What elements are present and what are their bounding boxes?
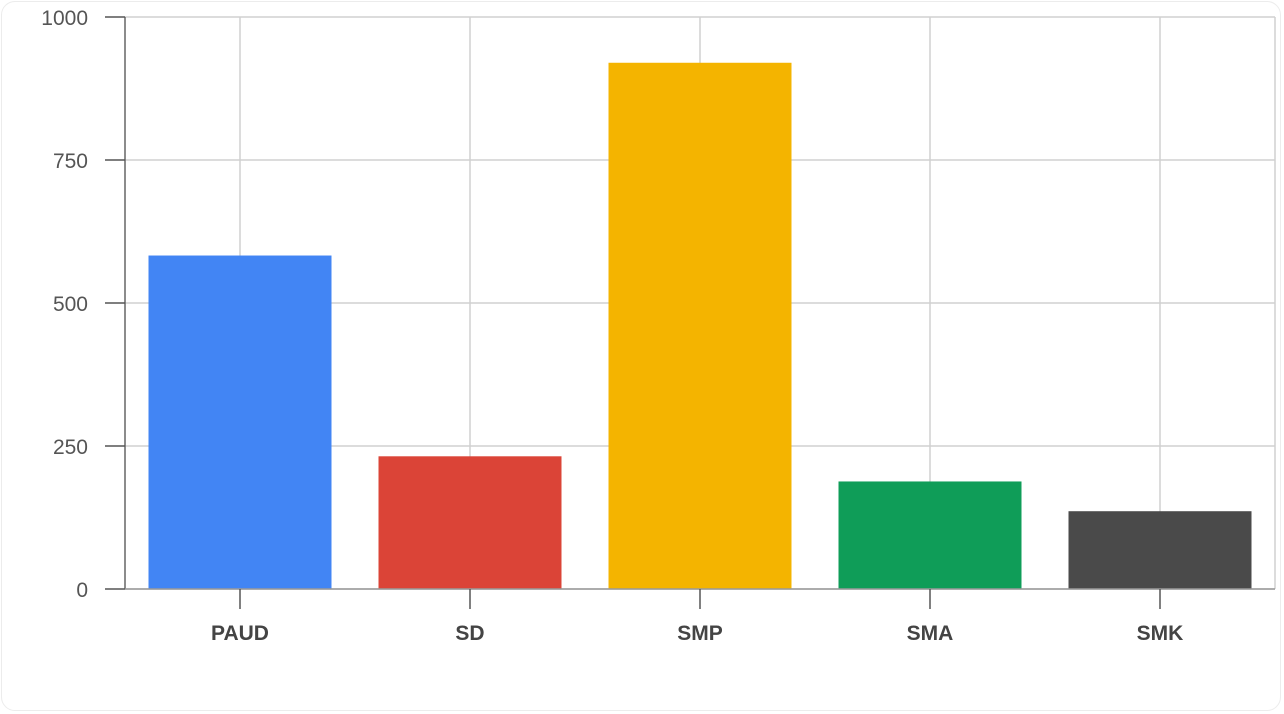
- bar-sma: [838, 481, 1022, 589]
- bar-smp: [608, 62, 792, 589]
- y-tick-label: 1000: [41, 7, 88, 30]
- x-tick-label: SMK: [1137, 622, 1184, 645]
- bars: [148, 62, 1252, 590]
- x-tick-label: SD: [455, 622, 484, 645]
- bar-sd: [378, 456, 562, 589]
- y-tick-label: 500: [53, 293, 88, 316]
- bar-paud: [148, 255, 332, 590]
- y-tick-label: 750: [53, 150, 88, 173]
- y-tick-label: 250: [53, 436, 88, 459]
- x-axis-ticks: PAUD SD SMP SMA SMK: [211, 589, 1183, 645]
- y-axis-ticks: 0 250 500 750 1000: [41, 7, 125, 602]
- y-tick-label: 0: [76, 579, 88, 602]
- x-tick-label: SMA: [907, 622, 954, 645]
- x-tick-label: PAUD: [211, 622, 269, 645]
- x-tick-label: SMP: [677, 622, 723, 645]
- bar-smk: [1068, 511, 1252, 589]
